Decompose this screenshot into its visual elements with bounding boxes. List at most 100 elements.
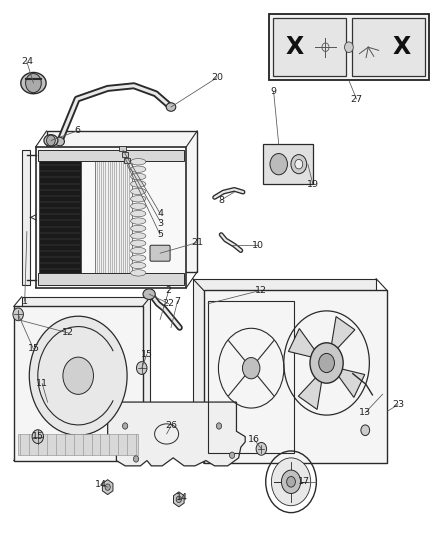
Text: 22: 22	[163, 299, 175, 308]
Circle shape	[345, 42, 353, 53]
Text: 8: 8	[218, 196, 224, 205]
Circle shape	[319, 353, 335, 373]
Circle shape	[25, 74, 41, 93]
Bar	[263, 144, 313, 184]
Polygon shape	[108, 402, 245, 466]
Text: 24: 24	[21, 58, 33, 66]
Ellipse shape	[131, 232, 146, 239]
Ellipse shape	[131, 211, 146, 217]
Ellipse shape	[55, 138, 64, 146]
Text: 27: 27	[350, 94, 363, 103]
Text: 4: 4	[157, 209, 163, 218]
Text: 19: 19	[307, 180, 319, 189]
Text: 20: 20	[211, 73, 223, 82]
Text: 10: 10	[252, 241, 264, 250]
Circle shape	[46, 135, 55, 146]
Text: 15: 15	[32, 432, 44, 441]
Bar	[120, 146, 126, 151]
Ellipse shape	[131, 173, 146, 180]
Ellipse shape	[131, 225, 146, 232]
Ellipse shape	[131, 270, 146, 276]
Bar	[124, 158, 131, 163]
Text: 15: 15	[28, 344, 39, 353]
Text: 21: 21	[191, 238, 203, 247]
Ellipse shape	[21, 72, 46, 94]
Text: 2: 2	[166, 286, 172, 295]
Circle shape	[137, 362, 147, 374]
Circle shape	[256, 442, 267, 455]
Ellipse shape	[131, 181, 146, 187]
Text: X: X	[393, 35, 411, 59]
Text: 5: 5	[157, 230, 163, 239]
Text: 14: 14	[176, 493, 188, 502]
Text: 12: 12	[254, 286, 266, 295]
Circle shape	[63, 357, 93, 394]
Ellipse shape	[131, 218, 146, 224]
Text: 14: 14	[95, 480, 107, 489]
Text: 1: 1	[22, 296, 28, 305]
Circle shape	[13, 308, 23, 321]
Bar	[21, 297, 150, 451]
Text: 12: 12	[62, 328, 74, 337]
Bar	[122, 152, 128, 157]
Circle shape	[32, 430, 43, 443]
Bar	[193, 279, 376, 451]
Circle shape	[287, 477, 295, 487]
Bar	[18, 434, 138, 455]
Polygon shape	[331, 317, 355, 352]
Polygon shape	[336, 368, 365, 398]
Bar	[14, 306, 143, 461]
Bar	[39, 157, 81, 278]
FancyBboxPatch shape	[150, 245, 170, 261]
Ellipse shape	[131, 166, 146, 172]
Circle shape	[230, 452, 235, 458]
Ellipse shape	[131, 240, 146, 246]
Ellipse shape	[131, 159, 146, 165]
Circle shape	[105, 484, 110, 490]
Circle shape	[243, 358, 260, 379]
Text: 3: 3	[157, 220, 163, 229]
Bar	[38, 150, 184, 161]
Text: 26: 26	[165, 422, 177, 431]
Text: 15: 15	[141, 350, 153, 359]
Circle shape	[123, 423, 128, 429]
Text: 23: 23	[392, 400, 404, 409]
Bar	[46, 131, 197, 272]
Circle shape	[291, 155, 307, 174]
Ellipse shape	[131, 247, 146, 254]
Text: 17: 17	[298, 478, 310, 486]
Circle shape	[310, 343, 343, 383]
Circle shape	[216, 423, 222, 429]
Bar	[21, 150, 29, 285]
Bar	[352, 18, 425, 76]
Polygon shape	[289, 328, 317, 358]
Circle shape	[282, 470, 300, 494]
Ellipse shape	[131, 196, 146, 202]
Bar	[208, 301, 294, 453]
Circle shape	[176, 496, 181, 503]
Text: 6: 6	[74, 126, 80, 135]
Text: 16: 16	[248, 435, 260, 444]
Ellipse shape	[131, 188, 146, 195]
Text: 11: 11	[36, 379, 48, 388]
Circle shape	[134, 456, 139, 462]
Text: 7: 7	[174, 296, 180, 305]
Ellipse shape	[131, 203, 146, 209]
Ellipse shape	[131, 255, 146, 261]
Text: 9: 9	[271, 86, 276, 95]
Circle shape	[270, 154, 287, 175]
Ellipse shape	[166, 103, 176, 111]
Circle shape	[361, 425, 370, 435]
Circle shape	[272, 458, 311, 506]
Bar	[95, 157, 132, 278]
Bar	[38, 273, 184, 285]
Polygon shape	[298, 374, 322, 409]
Bar	[269, 14, 428, 80]
Bar	[273, 18, 346, 76]
Bar	[204, 290, 387, 463]
Text: 13: 13	[359, 408, 371, 417]
Ellipse shape	[44, 135, 58, 147]
Text: X: X	[286, 35, 304, 59]
Circle shape	[295, 159, 303, 169]
Circle shape	[29, 316, 127, 435]
